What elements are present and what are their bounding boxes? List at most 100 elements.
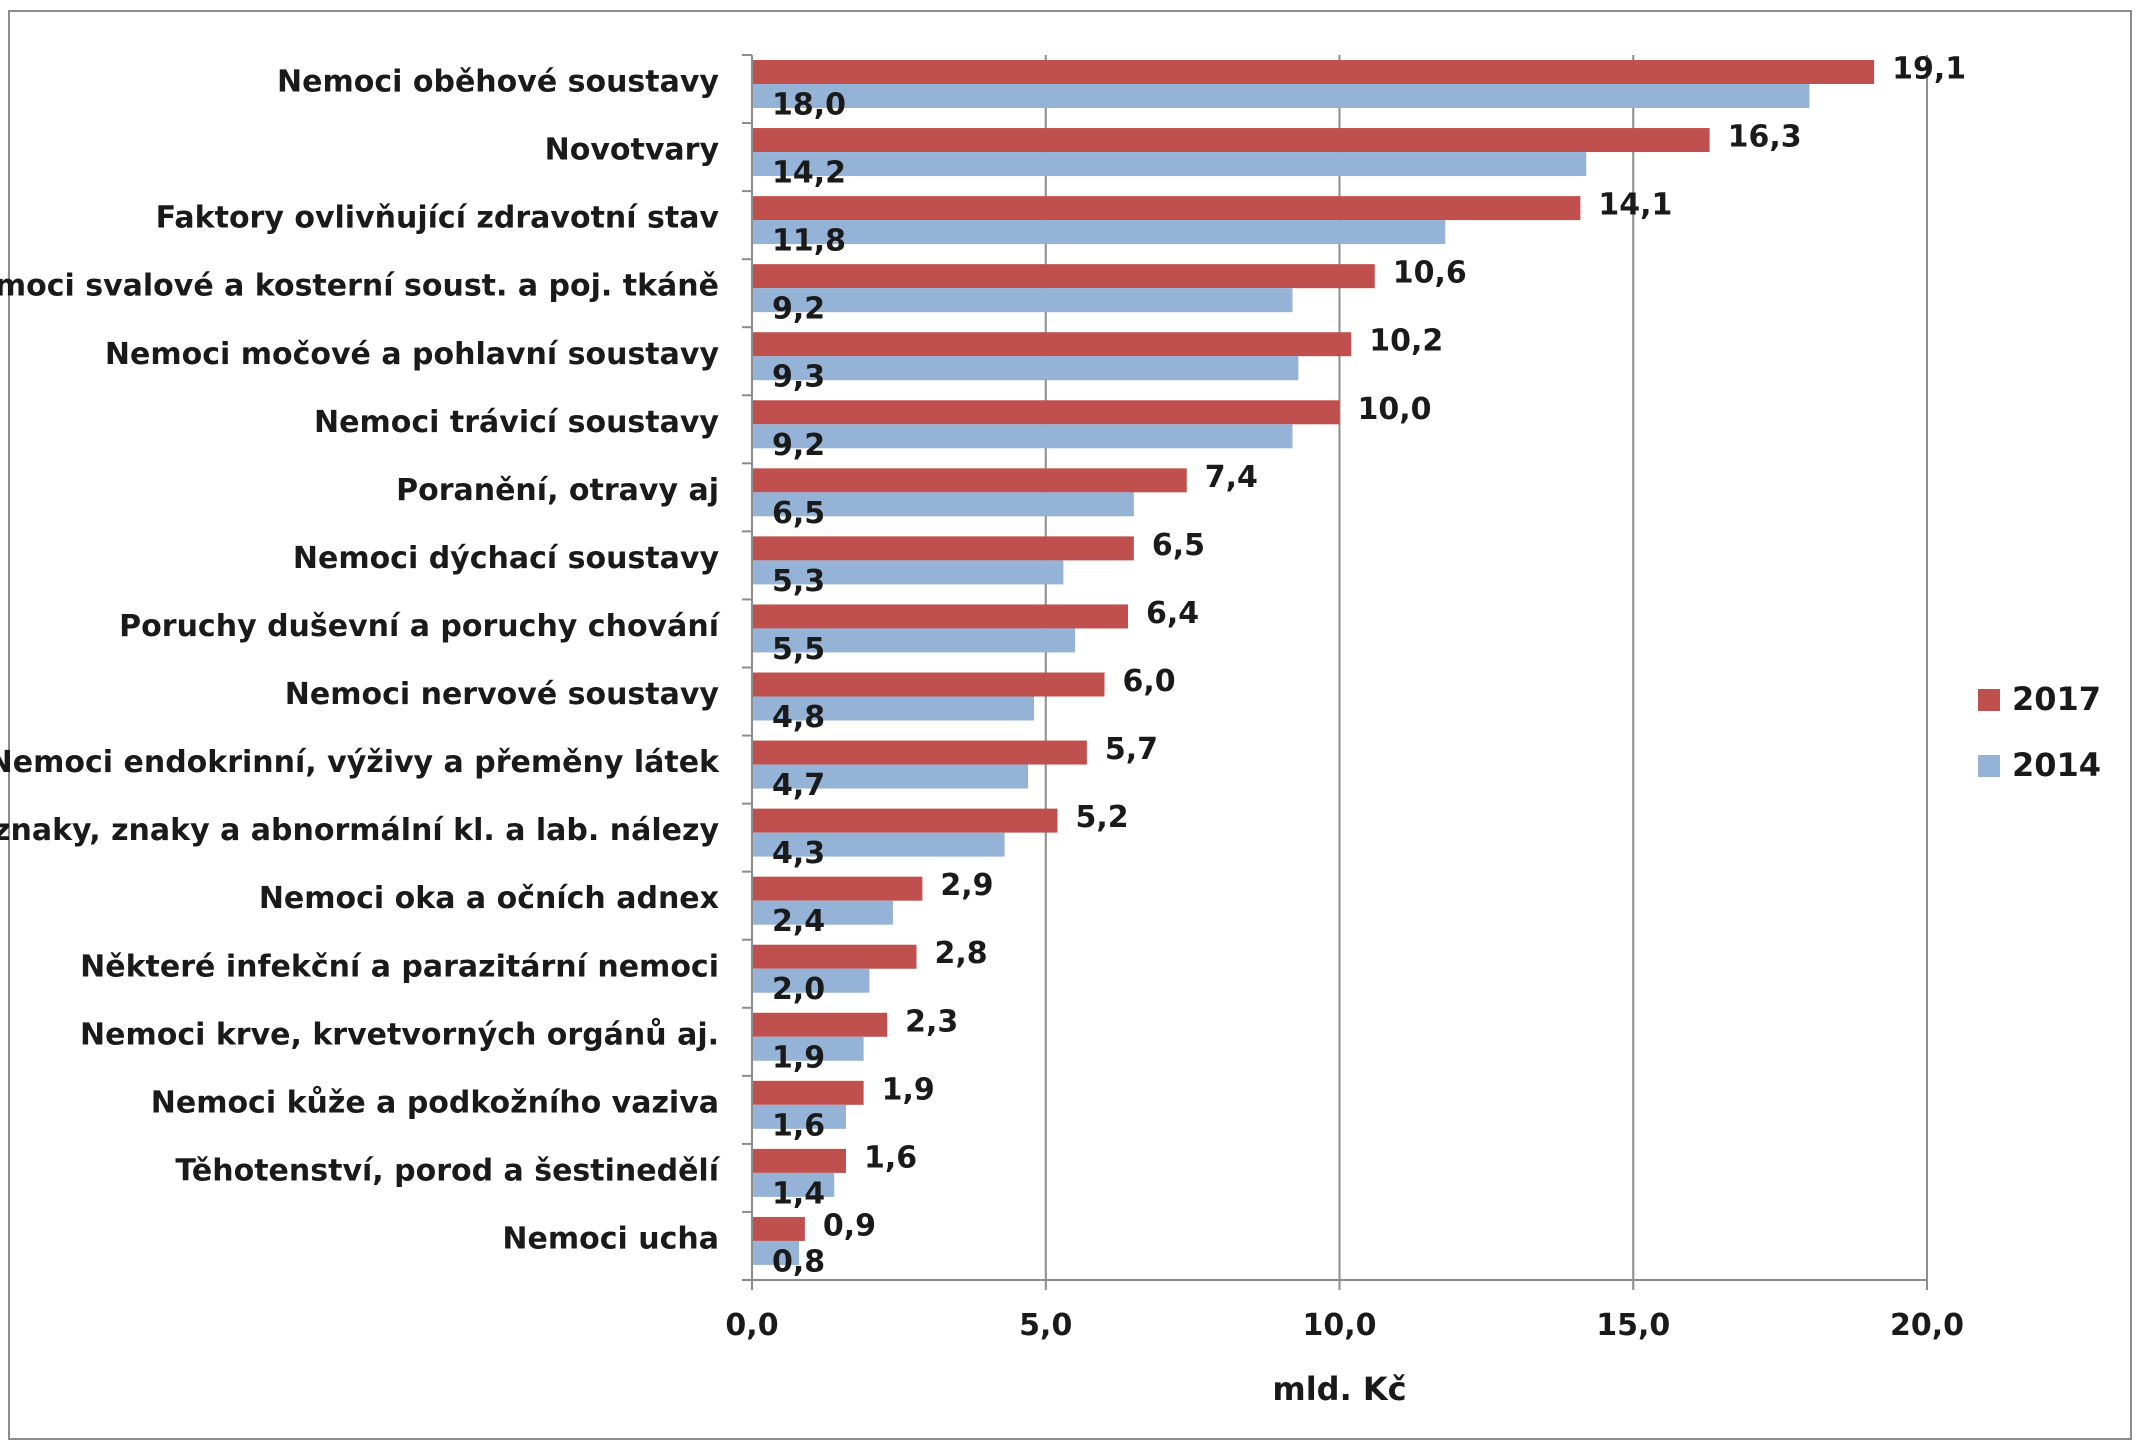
bar-2017 [752,196,1581,221]
bar-2017 [752,1148,846,1173]
value-labels: 19,1 18,0 16,3 14,2 14,1 11,8 10,6 9,2 10,2 9,3 10… [772,52,1966,1280]
value-label-2017: 2,8 [935,936,988,971]
bar-2017 [752,944,917,969]
bar-2017 [752,1216,805,1241]
bar-2017 [752,808,1058,833]
value-label-2017: 6,5 [1152,528,1205,563]
bar-2014 [752,764,1029,789]
value-label-2014: 2,0 [772,972,825,1007]
category-label: Nemoci močové a pohlavní soustavy [105,337,720,372]
x-tick-label: 0,0 [725,1308,778,1343]
x-axis-title: mld. Kč [1272,1370,1406,1408]
category-label: Příznaky, znaky a abnormální kl. a lab. … [0,813,719,848]
value-label-2017: 10,6 [1393,256,1467,291]
bar-2014 [752,560,1064,585]
bar-2017 [752,604,1128,629]
legend-label-2014: 2014 [2012,746,2101,784]
value-label-2014: 4,8 [772,700,825,735]
value-label-2014: 18,0 [772,88,846,123]
bar-2017 [752,740,1087,765]
category-label: Faktory ovlivňující zdravotní stav [156,201,720,236]
value-label-2017: 14,1 [1598,188,1672,223]
bar-2017 [752,876,923,901]
legend: 2017 2014 [1978,680,2101,784]
category-label: Nemoci dýchací soustavy [293,541,720,576]
bar-2017 [752,672,1105,697]
bar-2017 [752,128,1710,153]
value-label-2017: 1,9 [882,1072,935,1107]
value-label-2017: 10,2 [1369,324,1443,359]
category-label: Nemoci krve, krvetvorných orgánů aj. [80,1016,719,1052]
bar-2014 [752,1104,846,1129]
value-label-2017: 6,4 [1146,596,1199,631]
bar-2014 [752,628,1076,653]
legend-swatch-2014 [1978,755,2000,777]
bar-2014 [752,220,1446,245]
bar-2014 [752,1172,835,1197]
bar-2017 [752,1012,888,1037]
x-tick-label: 15,0 [1596,1308,1670,1343]
value-label-2017: 19,1 [1892,52,1966,87]
x-tick-label: 5,0 [1019,1308,1072,1343]
category-label: Nemoci nervové soustavy [285,677,720,712]
x-tick-label: 10,0 [1302,1308,1376,1343]
category-labels: Nemoci oběhové soustavy Novotvary Faktory … [0,65,721,1257]
value-label-2014: 1,4 [772,1176,825,1211]
value-label-2014: 0,8 [772,1244,825,1279]
bar-2014 [752,968,870,993]
value-label-2014: 9,2 [772,428,825,463]
bar-2014 [752,84,1810,108]
value-label-2014: 6,5 [772,496,825,531]
value-label-2017: 16,3 [1728,120,1802,155]
value-label-2017: 10,0 [1358,392,1432,427]
category-label: Poruchy duševní a poruchy chování [119,609,721,644]
bar-2017 [752,332,1352,357]
category-label: Nemoci endokrinní, výživy a přeměny láte… [0,745,720,780]
value-label-2014: 2,4 [772,904,825,939]
value-label-2014: 14,2 [772,156,846,191]
x-tick-labels: 0,0 5,0 10,0 15,0 20,0 [725,1308,1964,1343]
bar-2014 [752,832,1005,857]
axes [742,54,1928,1290]
bars [752,60,1875,1265]
bar-2017 [752,468,1187,493]
category-label: Nemoci ucha [502,1221,719,1256]
value-label-2014: 5,5 [772,632,825,667]
bar-2017 [752,60,1875,84]
category-label: Nemoci kůže a podkožního vaziva [151,1084,719,1120]
value-label-2017: 6,0 [1123,664,1176,699]
category-label: Některé infekční a parazitární nemoci [80,949,719,984]
value-label-2017: 7,4 [1205,460,1258,495]
bar-2014 [752,1036,864,1061]
value-label-2017: 2,9 [940,868,993,903]
value-label-2017: 5,7 [1105,732,1158,767]
x-tick-label: 20,0 [1890,1308,1964,1343]
category-label: Těhotenství, porod a šestinedělí [175,1153,720,1188]
category-label: Nemoci trávicí soustavy [314,405,719,440]
value-label-2014: 1,9 [772,1040,825,1075]
category-label: Poranění, otravy aj [396,473,719,508]
bar-2014 [752,900,893,925]
bar-2014 [752,152,1587,177]
value-label-2017: 2,3 [905,1004,958,1039]
legend-label-2017: 2017 [2012,680,2101,718]
category-label: Nemoci oběhové soustavy [277,65,719,100]
bar-2017 [752,1080,864,1105]
bar-2014 [752,356,1299,381]
value-label-2014: 9,3 [772,360,825,395]
value-label-2014: 4,7 [772,768,825,803]
value-label-2017: 1,6 [864,1140,917,1175]
bar-2014 [752,1240,799,1265]
category-label: Novotvary [545,133,720,168]
value-label-2014: 1,6 [772,1108,825,1143]
bar-2017 [752,264,1375,289]
value-label-2014: 5,3 [772,564,825,599]
bar-2014 [752,424,1293,449]
value-label-2014: 9,2 [772,292,825,327]
gridlines [1044,55,1928,1280]
chart-frame [8,10,2132,1440]
bar-2017 [752,400,1340,425]
category-label: Nemoci oka a očních adnex [259,881,719,916]
value-label-2017: 0,9 [823,1208,876,1243]
